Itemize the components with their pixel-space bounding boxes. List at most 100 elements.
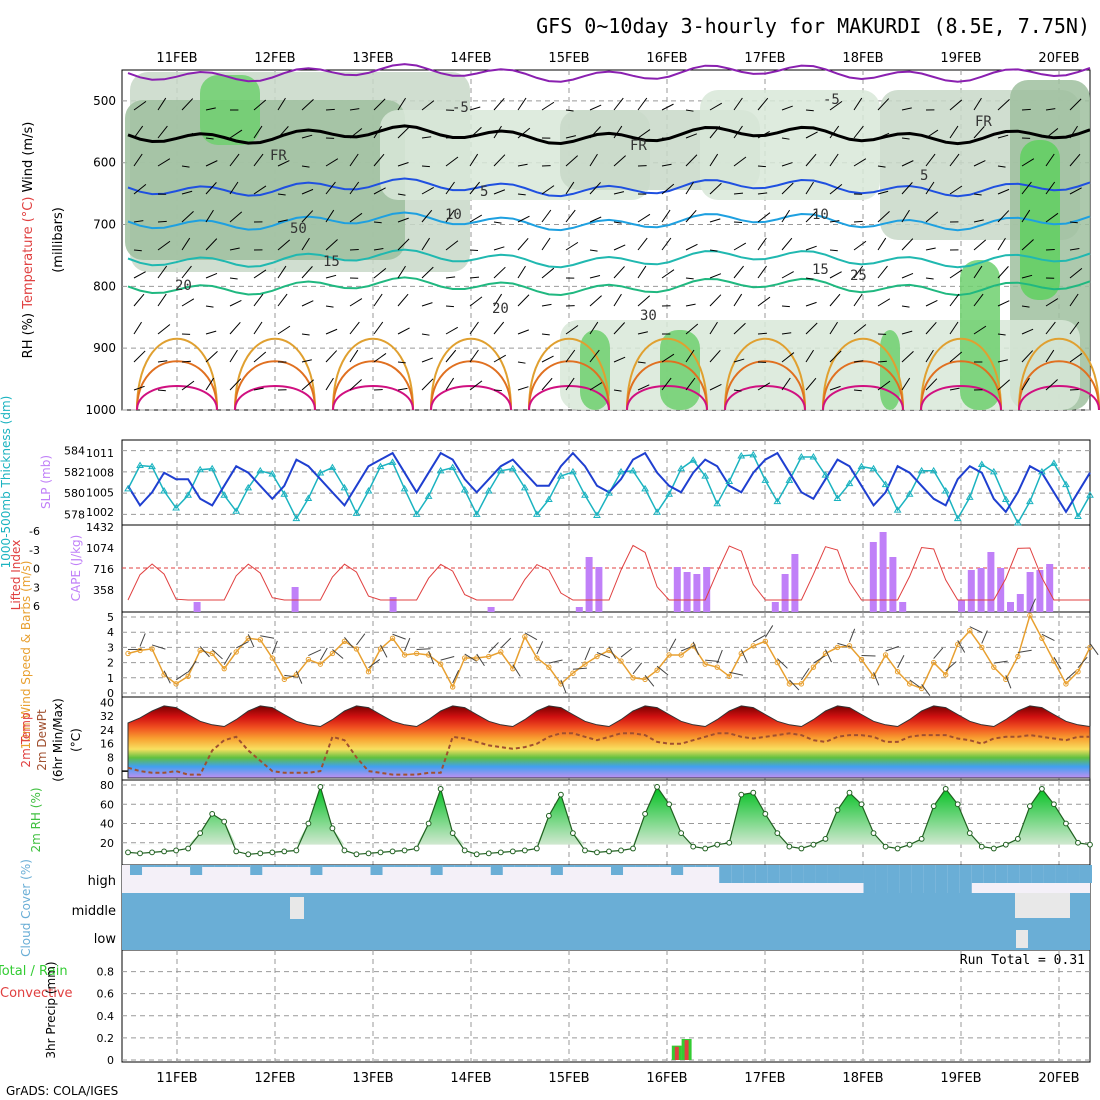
rh-point xyxy=(582,847,588,854)
wind-barb xyxy=(517,97,527,111)
thickness-point xyxy=(677,464,686,472)
wind-speed-point xyxy=(894,669,901,675)
rh-point xyxy=(558,791,564,798)
rh-point xyxy=(678,830,685,837)
rh-point xyxy=(233,848,240,855)
wind-barb xyxy=(247,634,255,648)
wind-barb xyxy=(740,649,748,663)
thickness-point xyxy=(797,453,806,460)
temperature-area xyxy=(127,705,1091,779)
upper-ylabel: RH (%) Temperature (°C) Wind (m/s) xyxy=(21,122,36,359)
wind-barb xyxy=(517,329,529,335)
wind-barb xyxy=(709,102,723,111)
contour-label: 5 xyxy=(920,168,928,184)
wind-barb xyxy=(392,633,406,640)
cloud-high-bar xyxy=(586,865,599,867)
thickness-point xyxy=(256,466,265,474)
rh-point xyxy=(870,830,877,837)
wind-barb xyxy=(685,303,696,307)
wind-barb xyxy=(524,632,538,641)
wind-barb xyxy=(901,160,914,167)
wind-barb xyxy=(949,99,963,111)
y-tick: 0.2 xyxy=(97,1032,115,1045)
wind-barb xyxy=(397,217,409,223)
wind-barb xyxy=(133,249,142,252)
wind-barb xyxy=(349,128,363,139)
slp-line xyxy=(127,451,1091,514)
wind-speed-point xyxy=(413,650,420,657)
cloud-high-bar xyxy=(178,865,191,867)
wind-barb xyxy=(901,273,914,279)
wind-barb xyxy=(853,220,863,223)
rh-point xyxy=(545,812,552,819)
wind-speed-point xyxy=(618,658,624,664)
wind-barb xyxy=(493,266,506,279)
wind-barb xyxy=(445,326,458,335)
wind-barb xyxy=(925,349,934,363)
thickness-point xyxy=(472,510,481,517)
wind-barb xyxy=(517,237,529,251)
wind-speed-point xyxy=(630,675,636,681)
wind-barb xyxy=(175,671,188,681)
wind-barb xyxy=(397,162,409,167)
rh-point xyxy=(521,847,528,854)
wind-barb xyxy=(925,181,935,195)
y-tick: 1005 xyxy=(86,486,114,499)
x-tick-bottom: 14FEB xyxy=(450,1071,491,1086)
thickness-point xyxy=(304,494,313,501)
wind-barb xyxy=(1045,349,1055,363)
wind-barb xyxy=(757,212,771,223)
wind-barb xyxy=(421,378,434,391)
wind-barb xyxy=(139,633,146,647)
temperature-contour xyxy=(626,337,708,411)
wind-barb xyxy=(493,97,505,111)
wind-barb xyxy=(733,358,745,363)
precip-ylabel-total: Total / Rain xyxy=(0,964,68,979)
thickness-point xyxy=(653,508,661,515)
x-tick-bottom: 18FEB xyxy=(842,1071,883,1086)
wind-barb xyxy=(1021,108,1031,111)
wind-barb xyxy=(885,645,899,652)
y-tick: 800 xyxy=(93,279,116,293)
wind-barb xyxy=(421,302,433,307)
cloud-high-bar xyxy=(550,865,563,875)
wind-barb xyxy=(181,98,194,111)
cloud-high-bar xyxy=(815,865,828,883)
thickness-point xyxy=(1013,518,1022,526)
thickness-point xyxy=(364,487,373,494)
wind-barb xyxy=(229,349,238,363)
wind-barb xyxy=(181,237,191,251)
wind-barb xyxy=(277,219,288,223)
wind-barb xyxy=(493,221,502,224)
wind-barb xyxy=(308,649,322,657)
wind-barb xyxy=(925,211,939,223)
wind-barb xyxy=(301,210,314,223)
wind-barb xyxy=(325,305,334,308)
wind-speed-point xyxy=(185,673,191,679)
wind-speed-point xyxy=(425,652,432,658)
wind-barb xyxy=(781,377,791,391)
cloud-high-bar xyxy=(454,865,467,867)
wind-barb xyxy=(637,97,648,111)
wind-barb xyxy=(1069,98,1082,111)
wind-barb xyxy=(397,265,406,279)
wind-barb xyxy=(404,637,411,652)
cloud-row-label-middle: middle xyxy=(72,904,116,919)
rh-point xyxy=(750,789,757,796)
cloud-high-bar xyxy=(466,865,479,867)
cape-bar xyxy=(1007,602,1014,612)
wind-barb xyxy=(997,165,1006,168)
wind-barb xyxy=(973,97,982,111)
wind-barb xyxy=(1069,293,1079,307)
wind-barb xyxy=(981,630,988,644)
cloud-high-bar xyxy=(911,865,924,893)
wind-barb xyxy=(877,132,890,139)
wind-barb xyxy=(805,153,817,167)
wind-barb xyxy=(637,295,651,307)
wind-barb xyxy=(997,237,1006,251)
cloud-high-bar xyxy=(286,865,299,867)
wind-barb xyxy=(277,265,287,279)
wind-barb xyxy=(325,239,338,251)
wind-barb xyxy=(277,293,288,307)
y-tick: 0.4 xyxy=(97,1010,115,1023)
